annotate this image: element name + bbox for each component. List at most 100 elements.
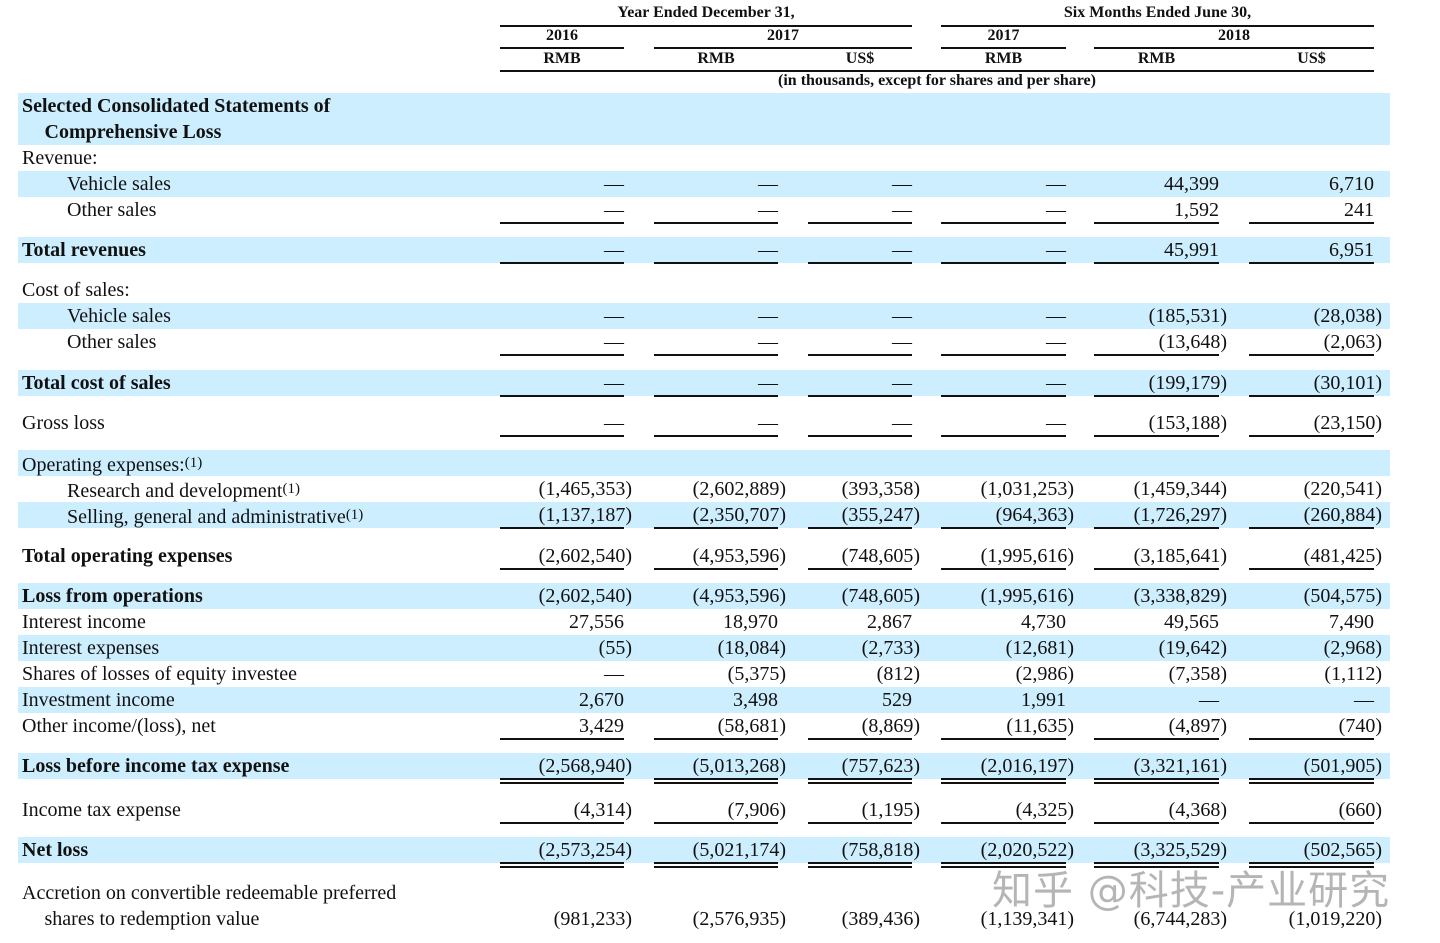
underline bbox=[654, 222, 778, 224]
double-underline bbox=[654, 782, 778, 784]
underline bbox=[654, 738, 778, 740]
header-rule bbox=[500, 70, 1374, 72]
cell-value: (260,884) bbox=[1303, 504, 1382, 526]
header-year-ended: Year Ended December 31, bbox=[617, 4, 795, 21]
cell-value: — bbox=[1354, 689, 1374, 711]
cell-value: — bbox=[758, 239, 778, 261]
cell-value: — bbox=[1046, 239, 1066, 261]
underline bbox=[500, 354, 624, 356]
cell-value: (501,905) bbox=[1303, 755, 1382, 777]
cell-value: (1,019,220) bbox=[1288, 908, 1382, 930]
cell-value: (2,602,889) bbox=[692, 478, 786, 500]
double-underline bbox=[941, 866, 1066, 868]
cell-value: — bbox=[892, 372, 912, 394]
underline bbox=[1094, 435, 1219, 437]
underline bbox=[941, 262, 1066, 264]
underline bbox=[941, 395, 1066, 397]
cell-value: — bbox=[604, 372, 624, 394]
cell-value: (1,995,616) bbox=[980, 585, 1074, 607]
cell-value: — bbox=[758, 305, 778, 327]
cell-value: 6,951 bbox=[1329, 239, 1374, 261]
cell-value: (153,188) bbox=[1148, 412, 1227, 434]
double-underline bbox=[654, 862, 778, 864]
row-label-text: Comprehensive Loss bbox=[44, 121, 222, 143]
row-label: Cost of sales: bbox=[22, 277, 130, 303]
cell-value: 2,867 bbox=[867, 611, 912, 633]
row-label: Loss from operations bbox=[22, 583, 203, 609]
cell-value: (3,325,529) bbox=[1133, 839, 1227, 861]
cell-value: — bbox=[892, 412, 912, 434]
double-underline bbox=[1249, 778, 1374, 780]
cell-value: (2,020,522) bbox=[980, 839, 1074, 861]
cell-value: (4,953,596) bbox=[692, 585, 786, 607]
underline bbox=[500, 262, 624, 264]
row-highlight bbox=[18, 450, 1390, 476]
row-label-text: Selling, general and administrative bbox=[67, 506, 346, 528]
row-highlight bbox=[18, 303, 1390, 329]
underline bbox=[654, 568, 778, 570]
header-half-2017: 2017 bbox=[987, 27, 1020, 44]
row-label: Vehicle sales bbox=[67, 303, 171, 329]
underline bbox=[941, 738, 1066, 740]
cell-value: (3,321,161) bbox=[1133, 755, 1227, 777]
cell-value: (2,602,540) bbox=[538, 585, 632, 607]
underline bbox=[1094, 568, 1219, 570]
double-underline bbox=[1094, 866, 1219, 868]
watermark: 知乎 @科技-产业研究 bbox=[992, 868, 1391, 914]
cell-value: — bbox=[892, 239, 912, 261]
cell-value: (4,897) bbox=[1168, 715, 1227, 737]
cell-value: — bbox=[604, 305, 624, 327]
cell-value: (18,084) bbox=[717, 637, 786, 659]
underline bbox=[500, 738, 624, 740]
header-six-months: Six Months Ended June 30, bbox=[1063, 4, 1252, 21]
cell-value: (1,139,341) bbox=[980, 908, 1074, 930]
cell-value: (2,602,540) bbox=[538, 545, 632, 567]
row-label: Total revenues bbox=[22, 237, 146, 263]
cell-value: 1,991 bbox=[1021, 689, 1066, 711]
row-highlight bbox=[18, 370, 1390, 396]
row-label-text: Vehicle sales bbox=[67, 305, 171, 327]
cell-value: (757,623) bbox=[841, 755, 920, 777]
cell-value: — bbox=[1046, 199, 1066, 221]
cell-value: — bbox=[1046, 331, 1066, 353]
double-underline bbox=[941, 862, 1066, 864]
cell-value: (5,013,268) bbox=[692, 755, 786, 777]
cell-value: (23,150) bbox=[1313, 412, 1382, 434]
underline bbox=[1094, 738, 1219, 740]
cell-value: (502,565) bbox=[1303, 839, 1382, 861]
row-highlight bbox=[18, 119, 1390, 145]
underline bbox=[941, 527, 1066, 529]
underline bbox=[1249, 354, 1374, 356]
row-label-text: Interest expenses bbox=[22, 637, 160, 659]
underline bbox=[808, 222, 912, 224]
cell-value: (1,995,616) bbox=[980, 545, 1074, 567]
cell-value: — bbox=[758, 412, 778, 434]
cell-value: — bbox=[892, 199, 912, 221]
cell-value: (1,726,297) bbox=[1133, 504, 1227, 526]
underline bbox=[808, 738, 912, 740]
row-label: Other income/(loss), net bbox=[22, 713, 216, 739]
cell-value: (4,325) bbox=[1015, 799, 1074, 821]
row-label: Investment income bbox=[22, 687, 175, 713]
cell-value: (30,101) bbox=[1313, 372, 1382, 394]
cell-value: 49,565 bbox=[1164, 611, 1219, 633]
double-underline bbox=[1249, 782, 1374, 784]
underline bbox=[941, 435, 1066, 437]
row-label: Selling, general and administrative(1) bbox=[67, 502, 363, 530]
row-label: Loss before income tax expense bbox=[22, 753, 289, 779]
row-label-text: Gross loss bbox=[22, 412, 105, 434]
cell-value: (1,112) bbox=[1324, 663, 1382, 685]
underline bbox=[1249, 435, 1374, 437]
cell-value: (4,314) bbox=[573, 799, 632, 821]
cell-value: (3,185,641) bbox=[1133, 545, 1227, 567]
underline bbox=[500, 395, 624, 397]
cell-value: (58,681) bbox=[717, 715, 786, 737]
row-highlight bbox=[18, 753, 1390, 779]
row-label: Research and development(1) bbox=[67, 476, 300, 504]
underline bbox=[808, 395, 912, 397]
cell-value: — bbox=[758, 331, 778, 353]
row-label: Comprehensive Loss bbox=[45, 119, 222, 145]
row-label-text: Other income/(loss), net bbox=[22, 715, 216, 737]
header-currency: RMB bbox=[543, 50, 581, 67]
underline bbox=[654, 354, 778, 356]
